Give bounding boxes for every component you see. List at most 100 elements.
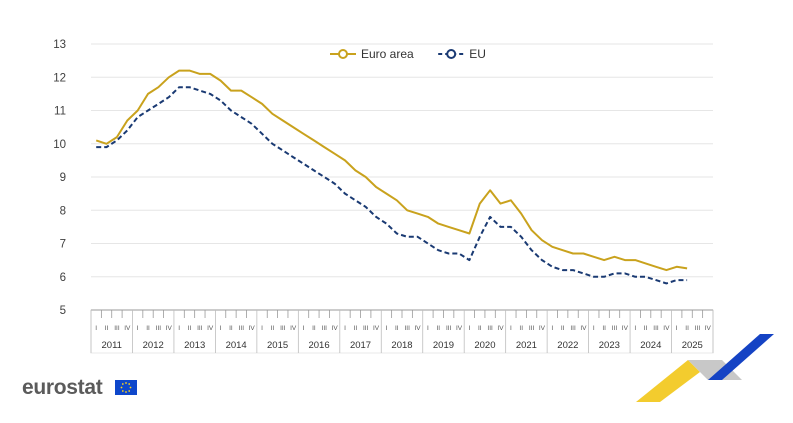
quarter-label: IV	[705, 325, 712, 332]
quarter-label: II	[395, 325, 399, 332]
quarter-label: III	[363, 325, 369, 332]
quarter-label: IV	[580, 325, 587, 332]
y-tick-label: 9	[60, 172, 66, 184]
year-label-2017: 2017	[350, 340, 371, 351]
quarter-label: III	[653, 325, 659, 332]
legend-marker-euro-area	[338, 49, 348, 59]
quarter-label: III	[446, 325, 452, 332]
legend-marker-eu	[446, 49, 457, 59]
quarter-label: IV	[539, 325, 546, 332]
quarter-label: IV	[663, 325, 670, 332]
quarter-label: II	[312, 325, 316, 332]
quarter-label: III	[404, 325, 410, 332]
brand-decoration	[636, 334, 774, 402]
quarter-label: II	[436, 325, 440, 332]
quarter-label: I	[551, 325, 553, 332]
quarter-label: II	[271, 325, 275, 332]
year-label-2018: 2018	[391, 340, 412, 351]
year-label-2013: 2013	[184, 340, 205, 351]
quarter-label: IV	[373, 325, 380, 332]
quarter-label: III	[156, 325, 162, 332]
year-label-2016: 2016	[308, 340, 329, 351]
year-label-2025: 2025	[682, 340, 703, 351]
year-label-2023: 2023	[599, 340, 620, 351]
quarter-label: III	[280, 325, 286, 332]
quarter-label: I	[386, 325, 388, 332]
quarter-label: I	[95, 325, 97, 332]
quarter-label: IV	[249, 325, 256, 332]
y-tick-label: 11	[54, 106, 66, 118]
y-tick-label: 7	[60, 239, 66, 251]
legend-label-euro-area: Euro area	[361, 47, 414, 61]
quarter-label: IV	[290, 325, 297, 332]
quarter-label: II	[685, 325, 689, 332]
quarter-label: I	[676, 325, 678, 332]
year-label-2022: 2022	[557, 340, 578, 351]
y-tick-label: 12	[53, 72, 66, 84]
quarter-label: III	[570, 325, 576, 332]
quarter-label: I	[178, 325, 180, 332]
quarter-label: II	[602, 325, 606, 332]
quarter-label: I	[220, 325, 222, 332]
legend: Euro area EU	[330, 47, 486, 61]
quarter-label: III	[529, 325, 535, 332]
quarter-label: IV	[497, 325, 504, 332]
quarter-label: IV	[622, 325, 629, 332]
y-axis: 5 6 7 8 9 10 11 12 13	[53, 39, 66, 317]
quarter-label: III	[487, 325, 493, 332]
quarter-label: IV	[124, 325, 131, 332]
quarter-label: III	[322, 325, 328, 332]
year-label-2021: 2021	[516, 340, 537, 351]
quarter-label: IV	[207, 325, 214, 332]
quarter-label: IV	[166, 325, 173, 332]
chart-grid	[91, 43, 713, 311]
quarter-label: III	[695, 325, 701, 332]
quarter-label: III	[114, 325, 120, 332]
year-label-2014: 2014	[226, 340, 247, 351]
quarter-label: II	[561, 325, 565, 332]
y-tick-label: 6	[60, 272, 66, 284]
quarter-label: IV	[414, 325, 421, 332]
eurostat-logo: eurostat	[22, 376, 103, 399]
year-label-2024: 2024	[640, 340, 661, 351]
series-line-euro-area	[95, 69, 688, 272]
y-tick-label: 5	[60, 305, 66, 317]
quarter-label: IV	[456, 325, 463, 332]
quarter-label: I	[593, 325, 595, 332]
quarter-label: III	[197, 325, 203, 332]
quarter-label: II	[105, 325, 109, 332]
y-tick-label: 8	[60, 205, 66, 217]
quarter-label: I	[344, 325, 346, 332]
quarter-label: III	[612, 325, 618, 332]
series-line-eu	[96, 86, 688, 285]
quarter-label: III	[239, 325, 245, 332]
year-label-2019: 2019	[433, 340, 454, 351]
quarter-label: II	[644, 325, 648, 332]
quarter-label: II	[188, 325, 192, 332]
quarter-label: II	[354, 325, 358, 332]
eu-flag-icon	[115, 380, 137, 395]
quarter-label: I	[510, 325, 512, 332]
quarter-label: IV	[332, 325, 339, 332]
quarter-label: I	[261, 325, 263, 332]
quarter-label: II	[478, 325, 482, 332]
quarter-label: I	[468, 325, 470, 332]
quarter-label: II	[519, 325, 523, 332]
quarter-label: I	[427, 325, 429, 332]
grey-swoosh-shape	[688, 360, 742, 380]
blue-swoosh-shape	[708, 334, 774, 380]
y-tick-label: 13	[53, 39, 66, 51]
year-label-2020: 2020	[474, 340, 495, 351]
quarter-label: I	[303, 325, 305, 332]
year-label-2015: 2015	[267, 340, 288, 351]
plot-area	[95, 69, 688, 285]
quarter-label: I	[634, 325, 636, 332]
year-label-2012: 2012	[143, 340, 164, 351]
y-tick-label: 10	[53, 139, 66, 151]
yellow-swoosh-shape	[636, 360, 700, 402]
year-label-2011: 2011	[102, 340, 122, 351]
quarter-label: II	[229, 325, 233, 332]
quarter-label: I	[137, 325, 139, 332]
